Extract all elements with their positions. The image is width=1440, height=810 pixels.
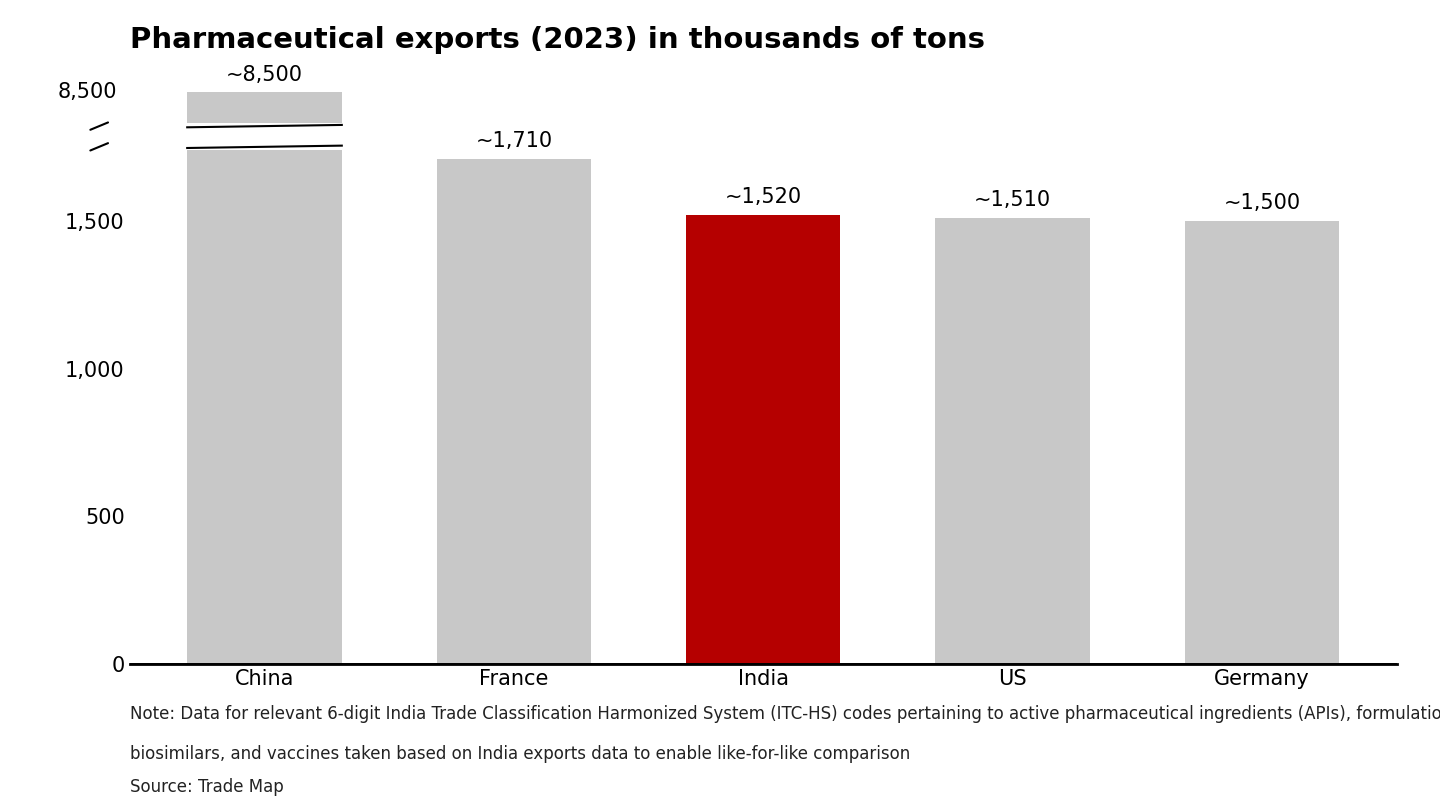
Text: biosimilars, and vaccines taken based on India exports data to enable like-for-l: biosimilars, and vaccines taken based on…: [130, 745, 910, 763]
Text: Pharmaceutical exports (2023) in thousands of tons: Pharmaceutical exports (2023) in thousan…: [130, 26, 985, 54]
Bar: [935, 218, 1090, 664]
Text: Source: Trade Map: Source: Trade Map: [130, 778, 284, 795]
Text: ~1,520: ~1,520: [724, 187, 802, 207]
Text: 8,500: 8,500: [58, 82, 117, 102]
Text: ~1,510: ~1,510: [973, 190, 1051, 211]
Bar: [187, 122, 341, 151]
Text: ~1,500: ~1,500: [1224, 194, 1300, 213]
Bar: [187, 92, 341, 664]
Text: ~8,500: ~8,500: [226, 65, 302, 85]
Text: Note: Data for relevant 6-digit India Trade Classification Harmonized System (IT: Note: Data for relevant 6-digit India Tr…: [130, 705, 1440, 723]
Bar: [1185, 221, 1339, 664]
Text: ~1,710: ~1,710: [475, 131, 553, 151]
Bar: [436, 159, 592, 664]
Bar: [685, 215, 841, 664]
